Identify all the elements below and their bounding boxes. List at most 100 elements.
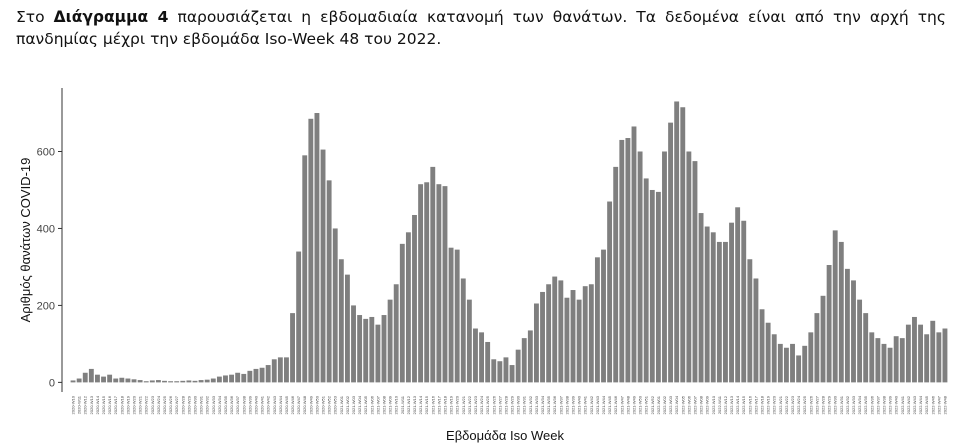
x-tick-label: 2022-W26 [808,395,813,414]
x-tick-label: 2021-W20 [455,395,460,414]
x-tick-label: 2022-W06 [686,395,691,414]
x-tick-label: 2021-W38 [564,395,569,414]
bar [186,380,192,383]
x-tick-label: 2020-W41 [260,395,265,414]
x-tick-label: 2021-W27 [497,395,502,414]
bar [655,191,661,383]
x-tick-label: 2020-W40 [253,395,258,414]
bar [326,180,332,383]
x-tick-label: 2021-W50 [638,395,643,414]
x-tick-label: 2021-W42 [589,395,594,414]
y-tick-label: 600 [37,146,55,158]
x-tick-label: 2022-W36 [869,395,874,414]
bar [582,286,588,383]
x-tick-label: 2022-W10 [711,395,716,414]
x-tick-label: 2020-W18 [119,395,124,414]
x-tick-label: 2020-W36 [229,395,234,414]
bar [94,374,100,383]
bar [198,380,204,383]
bar [844,268,850,383]
bar [796,355,802,383]
x-tick-label: 2022-W24 [796,395,801,414]
bar [229,374,235,383]
x-tick-label: 2022-W23 [790,395,795,414]
bar [649,189,655,383]
bar [405,232,411,383]
bar [838,241,844,383]
bar [381,315,387,383]
bar [320,149,326,383]
bar [936,332,942,383]
bar [710,232,716,383]
bar [832,230,838,383]
bar [162,380,167,383]
x-tick-label: 2020-W35 [223,395,228,414]
x-tick-label: 2020-W13 [89,395,94,414]
x-tick-label: 2021-W18 [442,395,447,414]
x-tick-label: 2020-W31 [199,395,204,414]
x-tick-label: 2022-W13 [729,395,734,414]
x-tick-label: 2020-W30 [192,395,197,414]
bar [344,274,350,383]
x-tick-label: 2021-W21 [461,395,466,414]
x-tick-label: 2022-W01 [656,395,661,414]
bar [174,381,180,383]
bar [893,336,899,383]
x-tick-label: 2022-W20 [772,395,777,414]
bar [869,332,875,383]
x-tick-label: 2020-W29 [186,395,191,414]
x-tick-label: 2022-W19 [766,395,771,414]
x-tick-label: 2022-W43 [912,395,917,414]
x-tick-label: 2021-W41 [583,395,588,414]
bar [881,343,887,383]
bar [912,316,917,383]
bar [497,361,503,383]
bar [521,338,527,383]
bar [308,118,314,383]
x-tick-label: 2022-W18 [760,395,765,414]
intro-paragraph: Στο Διάγραμμα 4 παρουσιάζεται η εβδομαδι… [16,6,946,50]
bar [741,220,747,383]
x-axis-title: Εβδομάδα Iso Week [446,428,564,443]
x-tick-label: 2021-W26 [491,395,496,414]
y-tick-label: 0 [49,377,55,389]
bar [857,299,863,383]
bar [204,379,210,383]
bar [76,378,82,383]
bar [704,226,710,383]
x-tick-label: 2021-W47 [619,395,624,414]
x-tick-label: 2022-W14 [735,395,740,414]
bar [265,365,271,383]
bar [735,207,741,383]
bar [412,214,417,383]
x-tick-label: 2021-W01 [339,395,344,414]
bar [216,376,222,383]
x-tick-label: 2021-W11 [400,395,405,414]
x-tick-label: 2020-W43 [272,395,277,414]
x-tick-label: 2022-W31 [839,395,844,414]
x-tick-label: 2022-W15 [741,395,746,414]
bar [253,368,259,383]
x-tick-label: 2022-W09 [705,395,710,414]
x-tick-label: 2022-W38 [881,395,886,414]
x-tick-label: 2021-W40 [577,395,582,414]
bar [540,291,545,383]
x-tick-label: 2021-W03 [351,395,356,414]
x-tick-label: 2020-W26 [168,395,173,414]
x-tick-label: 2020-W17 [113,395,118,414]
bar [790,343,795,383]
bar [119,377,125,383]
bar [363,318,369,383]
bar [808,332,814,383]
bar [723,241,728,383]
bar [527,330,533,383]
bar [552,276,558,383]
x-tick-label: 2021-W45 [607,395,612,414]
bar [887,347,893,383]
x-tick-label: 2021-W22 [467,395,472,414]
x-tick-label: 2022-W41 [900,395,905,414]
bar [729,222,734,383]
intro-bold: Διάγραμμα 4 [53,8,169,26]
bar [466,299,472,383]
